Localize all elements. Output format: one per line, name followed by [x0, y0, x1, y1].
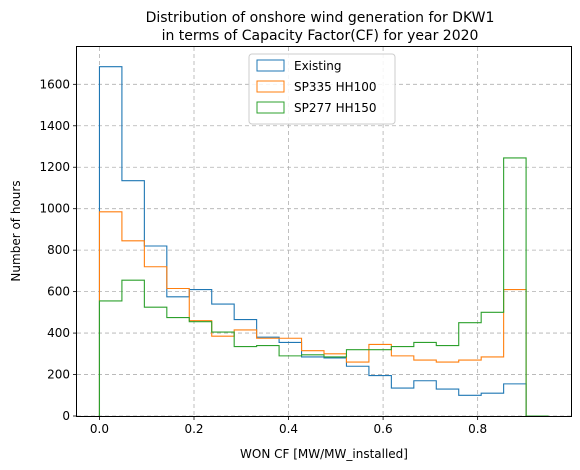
legend-label-existing: Existing: [294, 59, 342, 73]
x-tick-label: 0.0: [90, 422, 109, 436]
y-axis-label: Number of hours: [9, 180, 23, 281]
histogram-series: [98, 66, 549, 417]
legend-swatch-existing: [256, 59, 285, 72]
legend-swatch-sp277-hh150: [256, 101, 285, 114]
x-tick-label: 0.8: [468, 422, 487, 436]
legend-swatch-sp335-hh100: [256, 80, 285, 93]
y-tick-label: 200: [47, 368, 70, 382]
y-tick-label: 0: [62, 409, 70, 423]
x-tick-label: 0.2: [184, 422, 203, 436]
y-tick-label: 800: [47, 243, 70, 257]
legend-label-sp335-hh100: SP335 HH100: [294, 80, 377, 94]
y-tick-label: 1600: [39, 77, 70, 91]
series-line-sp335-hh100: [98, 211, 549, 417]
y-tick-label: 400: [47, 326, 70, 340]
y-tick-label: 1400: [39, 119, 70, 133]
y-axis-ticks: 0 200 400 600 800 1000 1200 1400 1600: [39, 77, 77, 423]
plot-frame: [76, 46, 572, 417]
x-tick-label: 0.4: [279, 422, 298, 436]
legend: Existing SP335 HH100 SP277 HH150: [248, 53, 396, 125]
chart-title-line1: Distribution of onshore wind generation …: [146, 10, 495, 26]
x-axis-label: WON CF [MW/MW_installed]: [240, 447, 408, 461]
x-axis-ticks: 0.0 0.2 0.4 0.6 0.8: [90, 416, 487, 436]
legend-frame: [248, 53, 396, 125]
x-tick-label: 0.6: [374, 422, 393, 436]
y-tick-label: 600: [47, 285, 70, 299]
series-line-sp277-hh150: [98, 157, 549, 417]
y-tick-label: 1200: [39, 160, 70, 174]
chart-title-line2: in terms of Capacity Factor(CF) for year…: [162, 28, 479, 44]
y-tick-label: 1000: [39, 202, 70, 216]
legend-label-sp277-hh150: SP277 HH150: [294, 101, 377, 115]
